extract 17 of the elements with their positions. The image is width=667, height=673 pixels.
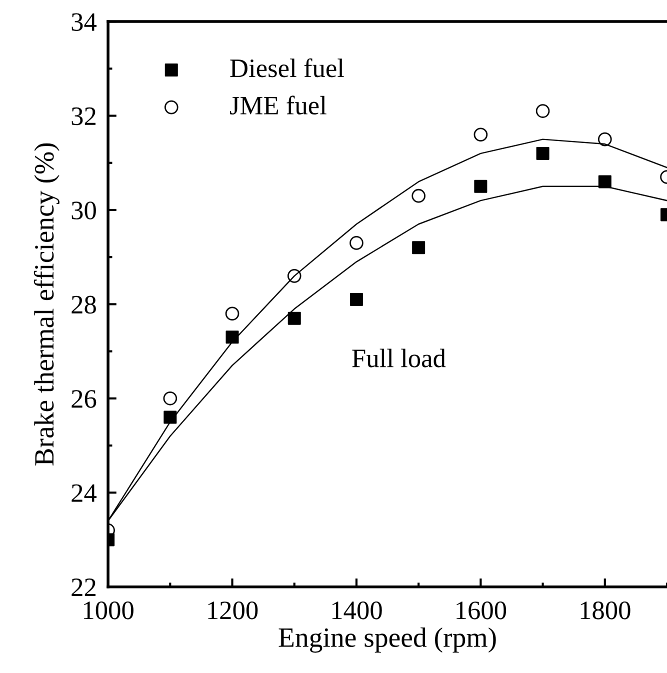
y-axis-title: Brake thermal efficiency (%) — [34, 143, 60, 466]
legend-label: Diesel fuel — [230, 58, 344, 78]
y-tick-label: 26 — [72, 390, 96, 408]
y-tick-label: 34 — [72, 13, 97, 31]
x-tick-label: 1400 — [332, 602, 382, 620]
y-tick-label: 24 — [72, 484, 97, 502]
x-tick-label: 1800 — [580, 602, 630, 620]
annotation: Full load — [352, 348, 446, 368]
y-tick-label: 32 — [72, 107, 96, 126]
y-tick-label: 22 — [72, 578, 96, 596]
x-tick-label: 1000 — [84, 602, 134, 620]
y-tick-label: 28 — [72, 296, 96, 314]
x-tick-label: 1600 — [456, 602, 506, 620]
legend-label: JME fuel — [230, 96, 326, 114]
x-tick-label: 1200 — [208, 602, 258, 620]
x-axis-title: Engine speed (rpm) — [278, 627, 496, 653]
y-tick-label: 30 — [72, 202, 96, 220]
